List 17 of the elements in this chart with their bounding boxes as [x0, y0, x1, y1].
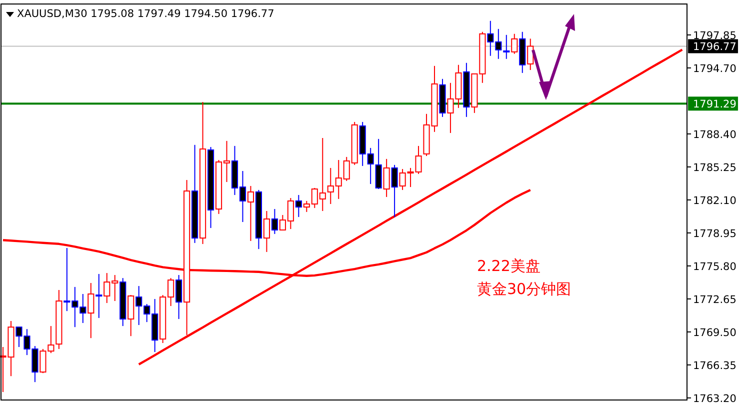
y-tick-label: 1785.25: [693, 162, 736, 174]
ref-line-label: 1791.29: [693, 98, 736, 111]
y-tick-label: 1788.40: [693, 128, 736, 141]
y-tick-label: 1766.35: [693, 360, 736, 372]
y-tick-label: 1778.95: [693, 228, 736, 240]
y-tick-label: 1782.10: [693, 194, 736, 207]
annotation: XAUUSD,M30 1795.08 1797.49 1794.50 1796.77: [17, 8, 274, 20]
y-tick-label: 1794.70: [693, 62, 736, 75]
y-tick-label: 1763.20: [693, 392, 736, 404]
ref-line: 1791.29: [1, 96, 738, 111]
ref-line-label: 1796.77: [693, 41, 736, 54]
annotation: 黄金30分钟图: [477, 280, 572, 298]
y-tick-label: 1772.65: [693, 294, 736, 306]
y-tick-label: 1769.50: [693, 326, 736, 339]
y-tick-label: 1775.80: [693, 260, 736, 273]
y-tick-label: 1797.85: [693, 30, 736, 42]
annotation: 2.22美盘: [477, 257, 540, 275]
